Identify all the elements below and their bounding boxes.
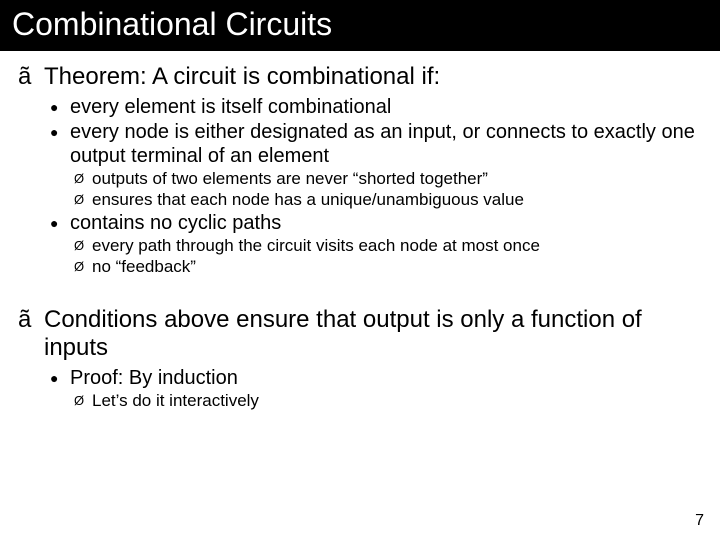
bullet-glyph-l2: ● — [50, 120, 70, 168]
bullet-l1: ã Conditions above ensure that output is… — [18, 306, 702, 362]
bullet-glyph-l3: Ø — [74, 190, 92, 210]
bullet-text: ensures that each node has a unique/unam… — [92, 190, 702, 210]
bullet-l3: Ø outputs of two elements are never “sho… — [74, 169, 702, 189]
bullet-text: no “feedback” — [92, 257, 702, 277]
bullet-l3: Ø no “feedback” — [74, 257, 702, 277]
bullet-text: Conditions above ensure that output is o… — [44, 306, 702, 362]
bullet-l3: Ø Let’s do it interactively — [74, 391, 702, 411]
bullet-text: contains no cyclic paths — [70, 211, 702, 235]
bullet-l3: Ø ensures that each node has a unique/un… — [74, 190, 702, 210]
bullet-glyph-l2: ● — [50, 211, 70, 235]
bullet-text: outputs of two elements are never “short… — [92, 169, 702, 189]
bullet-l1: ã Theorem: A circuit is combinational if… — [18, 63, 702, 91]
bullet-text: every node is either designated as an in… — [70, 120, 702, 168]
bullet-l3: Ø every path through the circuit visits … — [74, 236, 702, 256]
spacer — [18, 278, 702, 302]
bullet-glyph-l2: ● — [50, 95, 70, 119]
bullet-l2: ● every element is itself combinational — [50, 95, 702, 119]
bullet-glyph-l3: Ø — [74, 391, 92, 411]
bullet-glyph-l1: ã — [18, 63, 44, 91]
bullet-text: Theorem: A circuit is combinational if: — [44, 63, 702, 91]
page-number: 7 — [695, 512, 704, 530]
bullet-l2: ● contains no cyclic paths — [50, 211, 702, 235]
bullet-glyph-l3: Ø — [74, 257, 92, 277]
bullet-l2: ● Proof: By induction — [50, 366, 702, 390]
bullet-text: every path through the circuit visits ea… — [92, 236, 702, 256]
slide-title: Combinational Circuits — [0, 0, 720, 51]
bullet-glyph-l3: Ø — [74, 236, 92, 256]
bullet-glyph-l1: ã — [18, 306, 44, 362]
slide-content: ã Theorem: A circuit is combinational if… — [0, 51, 720, 411]
bullet-text: Let’s do it interactively — [92, 391, 702, 411]
bullet-l2: ● every node is either designated as an … — [50, 120, 702, 168]
bullet-glyph-l3: Ø — [74, 169, 92, 189]
bullet-glyph-l2: ● — [50, 366, 70, 390]
bullet-text: Proof: By induction — [70, 366, 702, 390]
bullet-text: every element is itself combinational — [70, 95, 702, 119]
slide: Combinational Circuits ã Theorem: A circ… — [0, 0, 720, 540]
